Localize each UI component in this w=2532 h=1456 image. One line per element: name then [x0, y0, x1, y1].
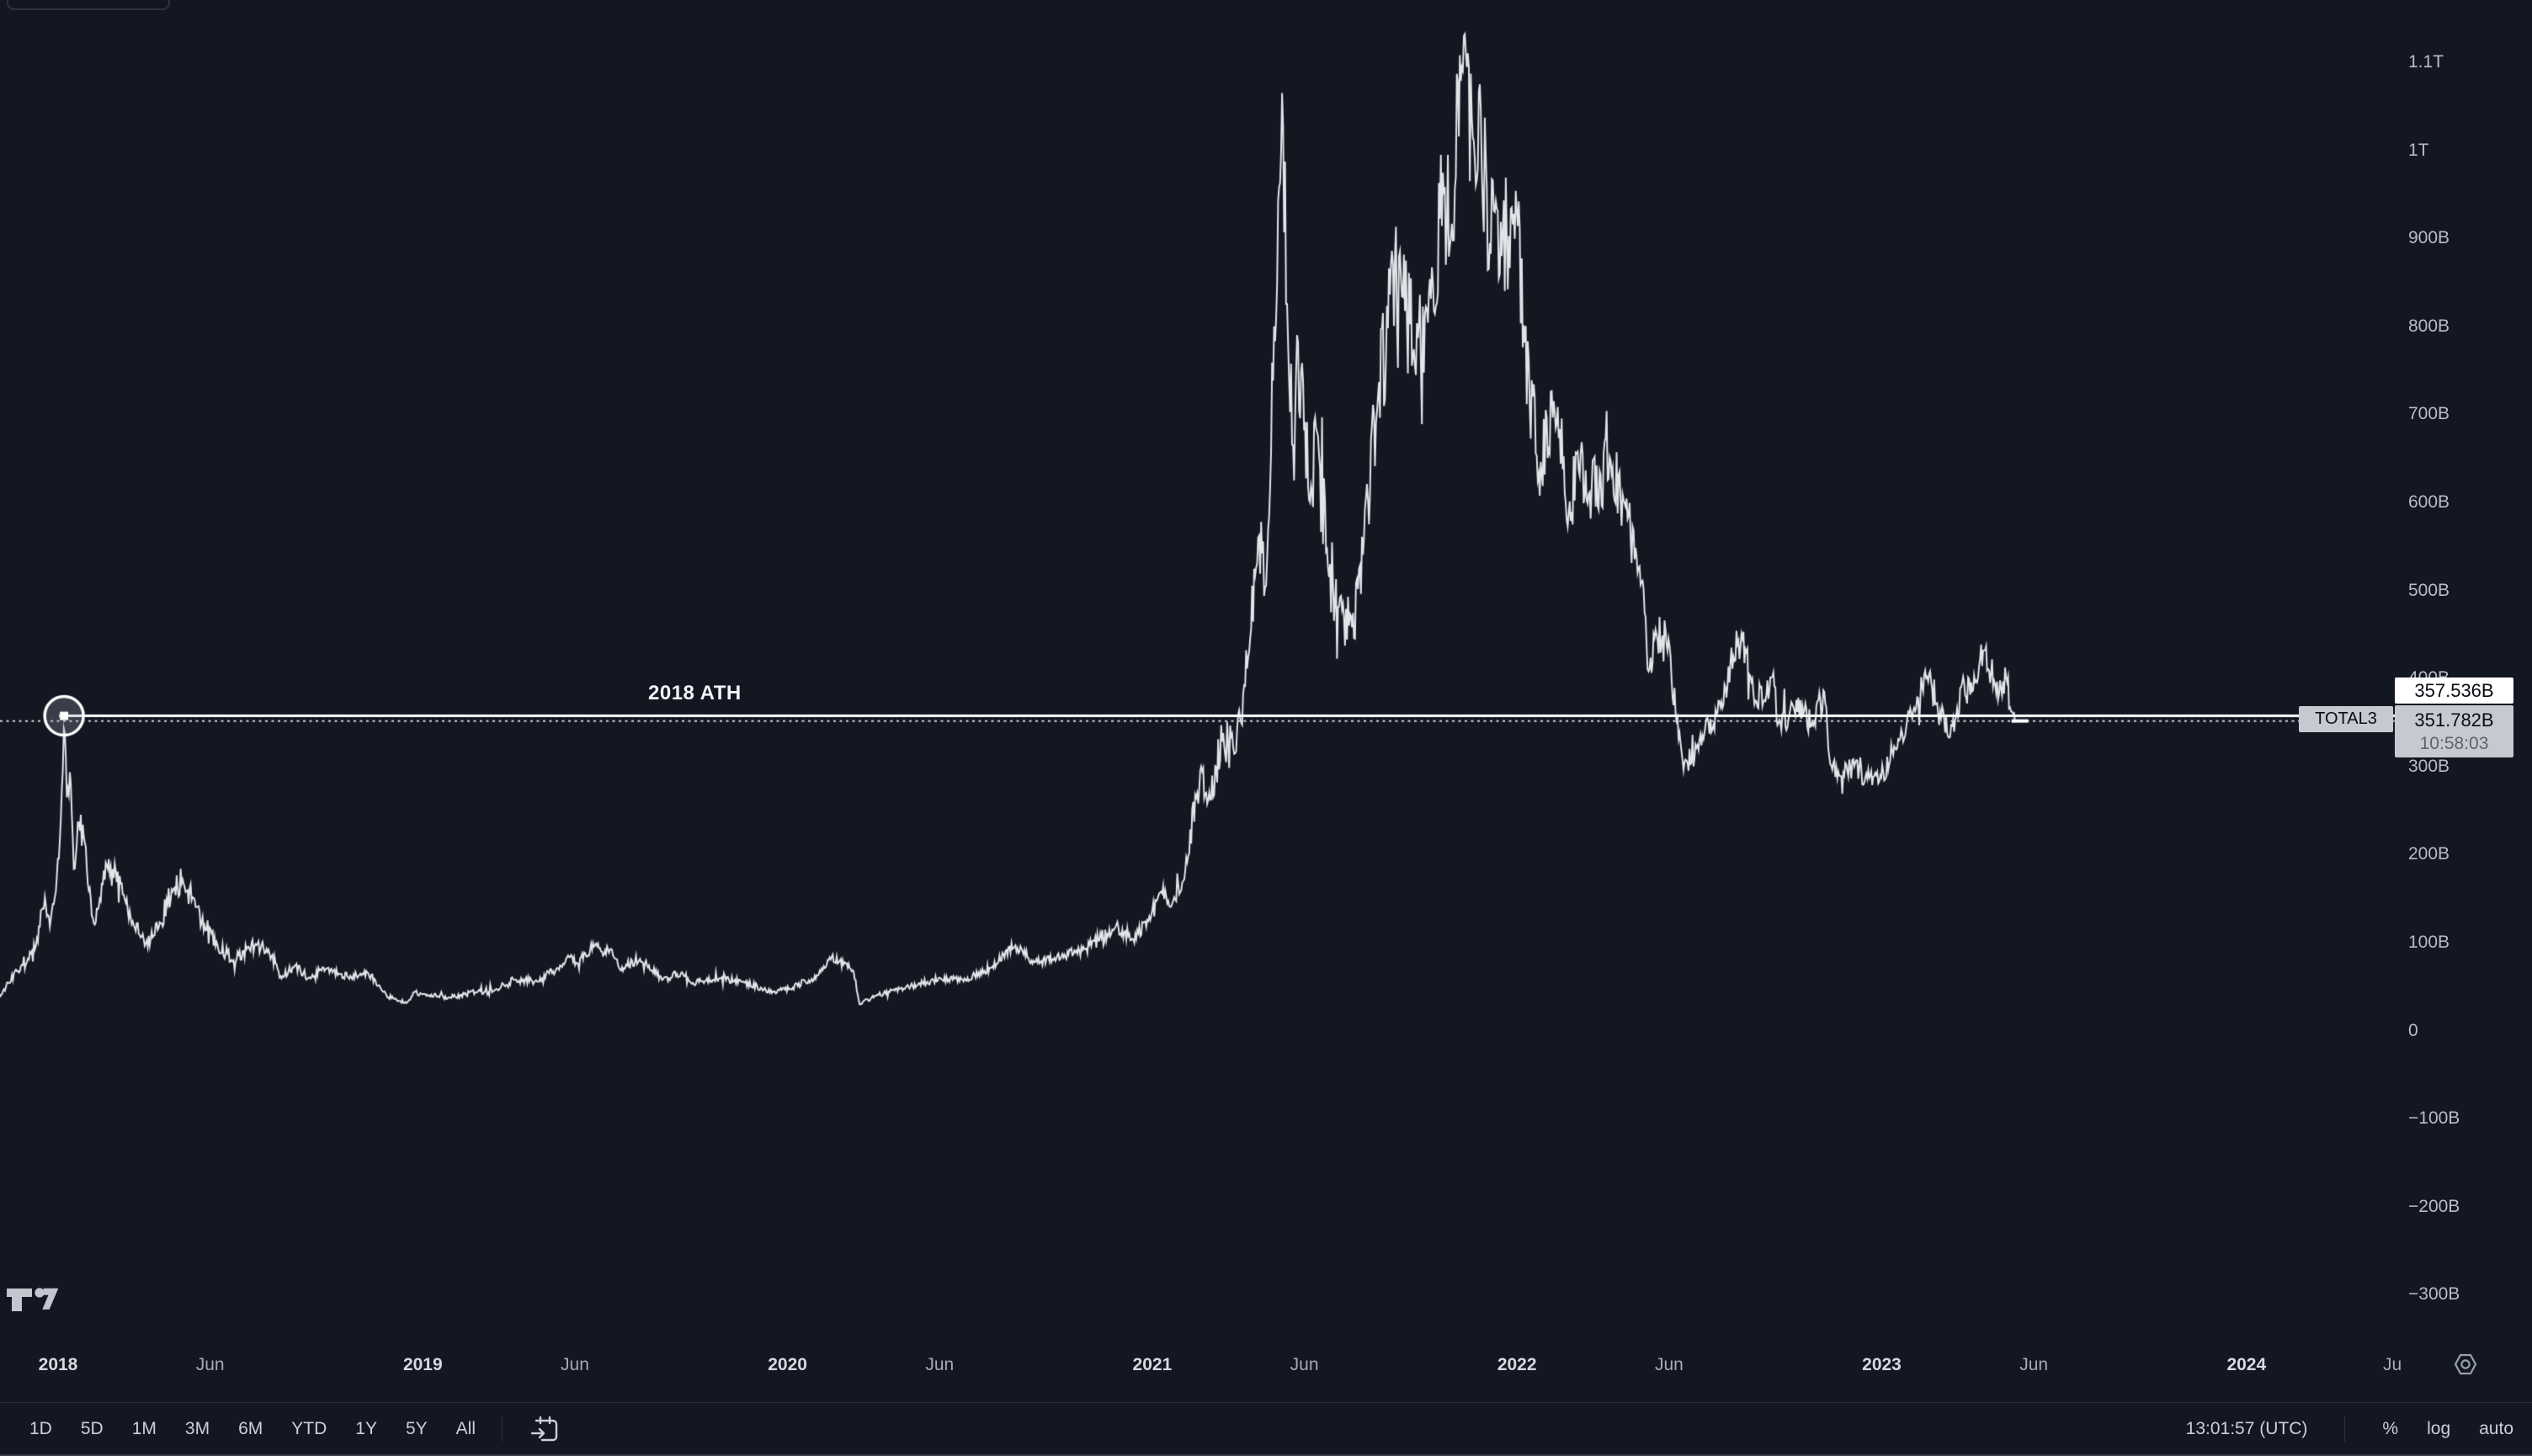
- calendar-goto-icon: [530, 1416, 558, 1441]
- time-tick-label: Jun: [2019, 1355, 2049, 1374]
- last-price-box: 351.782B 10:58:03: [2395, 705, 2513, 757]
- price-tick-label: 0: [2408, 1020, 2418, 1040]
- price-tick-label: 200B: [2408, 844, 2450, 864]
- time-tick-label: 2023: [1862, 1355, 1902, 1374]
- price-tick-label: 700B: [2408, 404, 2450, 424]
- tradingview-logo[interactable]: [6, 1285, 61, 1318]
- symbol-price-label: TOTAL3: [2299, 706, 2393, 732]
- time-tick-label: Jun: [925, 1355, 955, 1374]
- range-button-ytd[interactable]: YTD: [280, 1414, 338, 1444]
- time-tick-label: Jun: [1654, 1355, 1684, 1374]
- hexagon-gear-icon: [2454, 1353, 2477, 1375]
- tradingview-logo-icon: [7, 1288, 59, 1311]
- toolbar-divider: [2344, 1416, 2346, 1442]
- auto-scale-button[interactable]: auto: [2479, 1418, 2513, 1438]
- price-tick-label: 800B: [2408, 316, 2450, 336]
- range-button-3m[interactable]: 3M: [174, 1414, 221, 1444]
- axis-settings-button[interactable]: [2451, 1352, 2480, 1377]
- price-tick-label: −300B: [2408, 1284, 2460, 1305]
- bottom-toolbar: 1D 5D 1M 3M 6M YTD 1Y 5Y All 13:01:57 (UTC) % lo…: [0, 1402, 2532, 1454]
- clock-utc[interactable]: 13:01:57 (UTC): [2185, 1418, 2308, 1438]
- price-tick-label: 300B: [2408, 756, 2450, 776]
- percent-scale-button[interactable]: %: [2382, 1418, 2399, 1438]
- price-axis[interactable]: 1.1T1T900B800B700B600B500B400B300B200B10…: [2397, 0, 2532, 1350]
- ath-line-price-box: 357.536B: [2395, 678, 2513, 704]
- price-tick-label: 500B: [2408, 580, 2450, 600]
- time-tick-label: 2019: [402, 1355, 443, 1374]
- time-axis[interactable]: 2018 Jun 2019 Jun 2020 Jun 2021 Jun 2022 Jun 2023 J…: [0, 1350, 2532, 1402]
- bar-countdown: 10:58:03: [2419, 733, 2489, 753]
- price-tick-label: 1.1T: [2408, 52, 2444, 72]
- time-tick-label: Ju: [2383, 1355, 2402, 1374]
- range-buttons: 1D 5D 1M 3M 6M YTD 1Y 5Y All: [19, 1414, 560, 1444]
- window-bottom-edge: [0, 1454, 2532, 1456]
- last-price-value: 351.782B: [2414, 709, 2494, 731]
- toolbar-divider: [502, 1416, 503, 1442]
- time-tick-label: Jun: [1290, 1355, 1319, 1374]
- time-tick-label: 2024: [2226, 1355, 2267, 1374]
- range-button-all[interactable]: All: [445, 1414, 487, 1444]
- price-tick-label: 900B: [2408, 228, 2450, 248]
- range-button-1y[interactable]: 1Y: [344, 1414, 388, 1444]
- toolbar-right: 13:01:57 (UTC) % log auto: [2186, 1416, 2513, 1442]
- range-button-1d[interactable]: 1D: [19, 1414, 63, 1444]
- price-tick-label: 1T: [2408, 140, 2429, 160]
- price-tick-label: 600B: [2408, 492, 2450, 512]
- time-tick-label: Jun: [561, 1355, 589, 1374]
- price-tick-label: −100B: [2408, 1108, 2460, 1129]
- time-tick-label: 2021: [1132, 1355, 1173, 1374]
- ath-annotation-label: 2018 ATH: [648, 682, 742, 704]
- time-tick-label: 2022: [1497, 1355, 1537, 1374]
- range-button-6m[interactable]: 6M: [227, 1414, 274, 1444]
- go-to-date-button[interactable]: [529, 1415, 560, 1443]
- price-tick-label: −200B: [2408, 1196, 2460, 1216]
- range-button-1m[interactable]: 1M: [121, 1414, 168, 1444]
- time-tick-label: 2018: [38, 1355, 78, 1374]
- log-scale-button[interactable]: log: [2427, 1418, 2451, 1438]
- range-button-5d[interactable]: 5D: [70, 1414, 114, 1444]
- time-tick-label: 2020: [768, 1355, 807, 1374]
- time-tick-label: Jun: [195, 1355, 225, 1374]
- toolbar-button-fragment[interactable]: [7, 0, 170, 10]
- range-button-5y[interactable]: 5Y: [395, 1414, 439, 1444]
- price-tick-label: 100B: [2408, 933, 2450, 952]
